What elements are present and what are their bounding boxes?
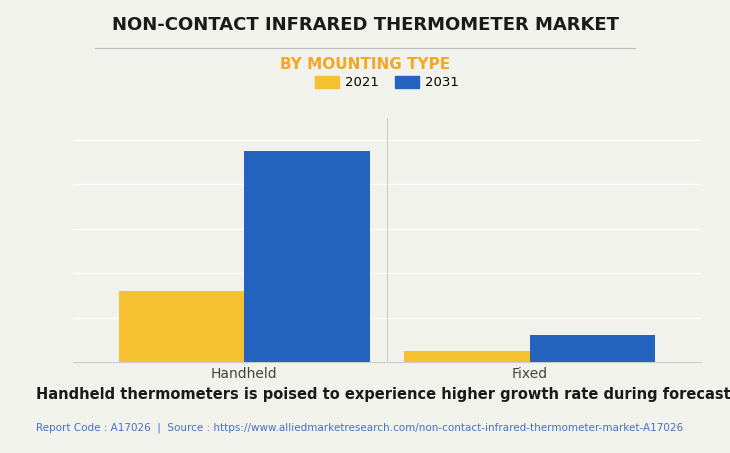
Bar: [119, 291, 245, 362]
Bar: [404, 351, 529, 362]
Bar: [529, 335, 655, 362]
Text: NON-CONTACT INFRARED THERMOMETER MARKET: NON-CONTACT INFRARED THERMOMETER MARKET: [112, 16, 618, 34]
Legend: 2021, 2031: 2021, 2031: [310, 71, 464, 95]
Text: Report Code : A17026  |  Source : https://www.alliedmarketresearch.com/non-conta: Report Code : A17026 | Source : https://…: [36, 422, 683, 433]
Text: BY MOUNTING TYPE: BY MOUNTING TYPE: [280, 57, 450, 72]
Bar: [245, 151, 370, 362]
Text: Handheld thermometers is poised to experience higher growth rate during forecast: Handheld thermometers is poised to exper…: [36, 387, 730, 402]
